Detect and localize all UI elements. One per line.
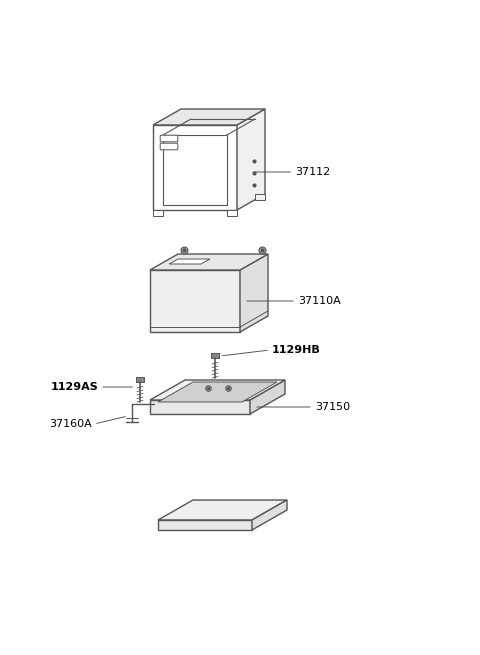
Polygon shape xyxy=(250,380,285,414)
Polygon shape xyxy=(158,382,277,402)
Polygon shape xyxy=(252,500,287,530)
Text: 37160A: 37160A xyxy=(49,419,92,429)
Polygon shape xyxy=(153,109,265,125)
Text: 1129HB: 1129HB xyxy=(272,345,321,355)
Polygon shape xyxy=(150,270,240,332)
Polygon shape xyxy=(158,520,252,530)
Polygon shape xyxy=(169,259,210,264)
Text: 37110A: 37110A xyxy=(298,296,341,306)
Polygon shape xyxy=(153,125,237,210)
Text: 37112: 37112 xyxy=(295,167,330,177)
Polygon shape xyxy=(150,400,250,414)
Polygon shape xyxy=(150,380,285,400)
Polygon shape xyxy=(136,377,144,382)
Text: 37150: 37150 xyxy=(315,402,350,412)
FancyBboxPatch shape xyxy=(160,135,178,141)
Polygon shape xyxy=(153,210,163,216)
Polygon shape xyxy=(227,210,237,216)
Polygon shape xyxy=(158,500,287,520)
Polygon shape xyxy=(255,194,265,200)
Polygon shape xyxy=(237,109,265,210)
Polygon shape xyxy=(240,254,268,332)
FancyBboxPatch shape xyxy=(160,143,178,150)
Polygon shape xyxy=(211,353,219,358)
Polygon shape xyxy=(150,254,268,270)
Text: 1129AS: 1129AS xyxy=(50,382,98,392)
